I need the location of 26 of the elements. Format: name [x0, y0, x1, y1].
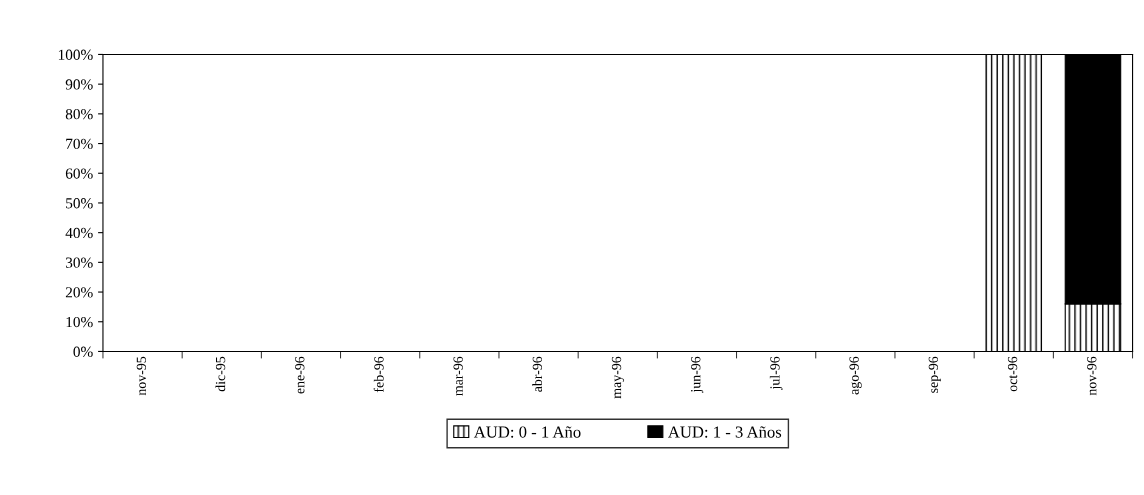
y-tick-label: 10%	[66, 316, 93, 328]
x-tick-label: dic-95	[215, 356, 226, 392]
x-tick-label: oct-96	[1007, 356, 1018, 392]
x-tick-label: ene-96	[295, 356, 305, 394]
y-tick-label: 70%	[66, 138, 93, 150]
y-tick-label: 50%	[66, 198, 93, 209]
x-tick-label: abr-96	[532, 356, 543, 392]
y-tick-label: 60%	[65, 168, 93, 179]
x-tick-label: jul-96	[769, 356, 783, 390]
x-tick-label: ago-96	[849, 356, 862, 395]
x-tick-label: mar-96	[453, 356, 463, 396]
x-tick-label: sep-96	[928, 356, 941, 393]
x-tick-label: feb-96	[373, 356, 384, 393]
y-tick-label: 90%	[65, 79, 93, 90]
y-tick-label: 0%	[73, 346, 93, 357]
x-tick-label: may-96	[611, 356, 625, 399]
y-tick-label: 30%	[65, 257, 93, 268]
x-tick-label: nov-95	[136, 356, 147, 396]
y-tick-label: 40%	[65, 227, 93, 239]
y-tick-label: 100%	[58, 49, 93, 60]
legend-label: AUD: 0 - 1 Año	[473, 426, 581, 438]
y-tick-label: 20%	[65, 287, 93, 298]
y-tick-label: 80%	[65, 108, 93, 120]
x-tick-label: jun-96	[691, 356, 704, 393]
x-tick-label: nov-96	[1087, 356, 1097, 396]
legend-label: AUD: 1 - 3 Años	[668, 426, 782, 438]
